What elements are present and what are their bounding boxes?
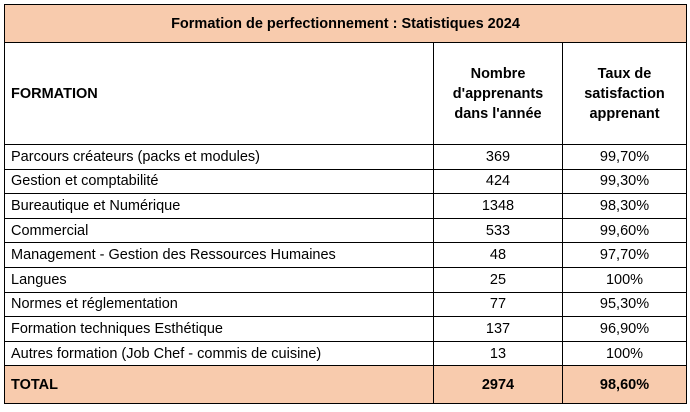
- formation-cell: Commercial: [4, 217, 434, 244]
- nombre-cell: 369: [433, 144, 563, 170]
- nombre-cell: 77: [433, 291, 563, 318]
- formation-cell: Gestion et comptabilité: [4, 168, 434, 195]
- statistics-table: Formation de perfectionnement : Statisti…: [3, 4, 688, 405]
- header-taux-line-1: Taux de: [597, 65, 652, 82]
- total-taux: 98,60%: [561, 365, 688, 405]
- nombre-cell: 25: [433, 266, 563, 293]
- formation-cell: Langues: [4, 266, 434, 293]
- taux-cell: 98,30%: [561, 193, 688, 219]
- table-row: Management - Gestion des Ressources Huma…: [4, 242, 688, 268]
- header-taux-line-3: apprenant: [589, 105, 660, 122]
- taux-cell: 95,30%: [561, 291, 688, 318]
- formation-cell: Bureautique et Numérique: [4, 193, 434, 219]
- nombre-cell: 137: [433, 316, 563, 342]
- table-row: Commercial 533 99,60%: [4, 217, 688, 244]
- nombre-cell: 1348: [433, 193, 563, 219]
- table-row: Autres formation (Job Chef - commis de c…: [4, 340, 688, 367]
- total-nombre: 2974: [433, 365, 563, 405]
- table-row: Parcours créateurs (packs et modules) 36…: [4, 144, 688, 170]
- taux-cell: 97,70%: [561, 242, 688, 268]
- header-taux: Taux de satisfaction apprenant: [561, 42, 688, 145]
- statistics-table-container: Formation de perfectionnement : Statisti…: [3, 4, 688, 405]
- nombre-cell: 48: [433, 242, 563, 268]
- formation-cell: Parcours créateurs (packs et modules): [4, 144, 434, 170]
- formation-cell: Formation techniques Esthétique: [4, 316, 434, 342]
- table-row: Formation techniques Esthétique 137 96,9…: [4, 316, 688, 342]
- table-row: Gestion et comptabilité 424 99,30%: [4, 168, 688, 195]
- taux-cell: 99,70%: [561, 144, 688, 170]
- taux-cell: 96,90%: [561, 316, 688, 342]
- taux-cell: 100%: [561, 340, 688, 367]
- nombre-cell: 13: [433, 340, 563, 367]
- nombre-cell: 533: [433, 217, 563, 244]
- header-row: FORMATION Nombre d'apprenants dans l'ann…: [4, 42, 688, 145]
- header-nombre-line-1: Nombre: [470, 65, 526, 82]
- total-label: TOTAL: [4, 365, 434, 405]
- header-formation: FORMATION: [4, 42, 434, 145]
- nombre-cell: 424: [433, 168, 563, 195]
- title-row: Formation de perfectionnement : Statisti…: [3, 4, 688, 43]
- header-nombre: Nombre d'apprenants dans l'année: [433, 42, 563, 145]
- formation-cell: Management - Gestion des Ressources Huma…: [4, 242, 434, 268]
- header-nombre-line-3: dans l'année: [454, 105, 542, 122]
- total-row: TOTAL 2974 98,60%: [4, 365, 688, 405]
- taux-cell: 100%: [561, 266, 688, 293]
- taux-cell: 99,60%: [561, 217, 688, 244]
- taux-cell: 99,30%: [561, 168, 688, 195]
- table-row: Bureautique et Numérique 1348 98,30%: [4, 193, 688, 219]
- header-taux-line-2: satisfaction: [584, 85, 665, 102]
- formation-cell: Normes et réglementation: [4, 291, 434, 318]
- table-row: Langues 25 100%: [4, 266, 688, 293]
- formation-cell: Autres formation (Job Chef - commis de c…: [4, 340, 434, 367]
- table-title: Formation de perfectionnement : Statisti…: [3, 4, 688, 43]
- header-nombre-line-2: d'apprenants: [452, 85, 544, 102]
- table-row: Normes et réglementation 77 95,30%: [4, 291, 688, 318]
